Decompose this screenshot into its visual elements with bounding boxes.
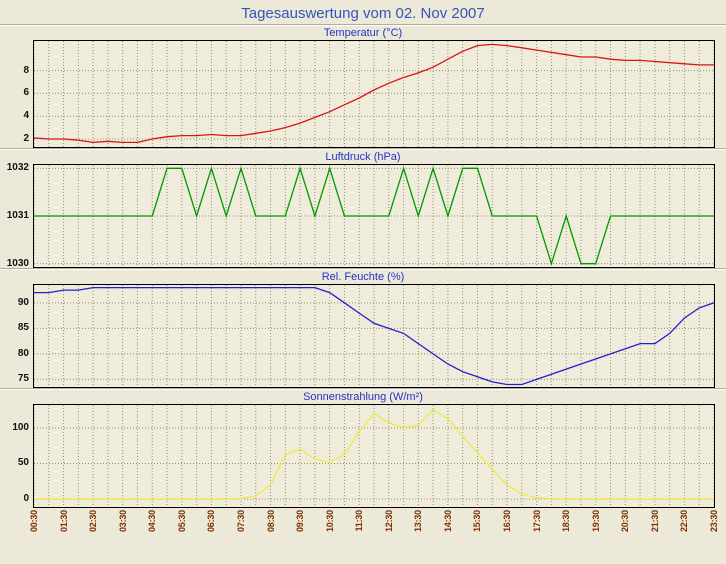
humidity-chart-row: 75 80 85 90 <box>18 284 715 388</box>
solar-radiation-chart-section: Sonnenstrahlung (W/m²) 0 50 100 <box>0 390 726 508</box>
x-axis-label: 00:30 <box>29 510 39 533</box>
separator <box>0 24 726 26</box>
data-line <box>34 43 714 144</box>
x-axis-label: 04:30 <box>147 510 158 533</box>
pressure-chart-row: 1030 1031 1032 <box>7 163 715 268</box>
solar-radiation-plot <box>33 404 715 508</box>
separator <box>0 148 726 150</box>
x-axis-label: 08:30 <box>265 510 276 533</box>
y-axis-label: 1031 <box>6 210 29 221</box>
chart-canvas <box>34 405 714 507</box>
temperature-plot <box>33 40 715 148</box>
x-axis-label: 18:30 <box>561 510 572 533</box>
temperature-chart-title: Temperatur (°C) <box>323 27 403 39</box>
solar-radiation-chart-row: 0 50 100 <box>12 404 715 508</box>
y-axis-label: 50 <box>17 457 29 469</box>
x-axis-label: 06:30 <box>206 510 217 533</box>
temperature-chart-row: 2 4 6 8 <box>23 40 715 148</box>
y-axis-label: 2 <box>23 133 29 145</box>
humidity-plot <box>33 284 715 388</box>
chart-canvas <box>34 285 714 387</box>
x-axis-label: 13:30 <box>413 510 424 533</box>
x-axis-label: 16:30 <box>502 510 513 533</box>
y-axis-label: 75 <box>17 373 29 385</box>
x-axis-labels: 00:30 01:30 02:30 03:30 04:30 05:30 06:30 07:30… <box>29 508 719 560</box>
x-axis-label: 14:30 <box>442 510 453 533</box>
y-axis-label: 80 <box>17 347 29 359</box>
x-axis-label: 01:30 <box>58 510 69 533</box>
separator <box>0 268 726 270</box>
x-axis-label: 03:30 <box>117 510 128 533</box>
y-axis-label: 85 <box>17 322 29 334</box>
x-axis-label: 21:30 <box>649 510 660 533</box>
pressure-plot <box>33 164 715 268</box>
pressure-chart-section: Luftdruck (hPa) 1030 1031 1032 <box>0 150 726 268</box>
y-axis-label: 100 <box>12 421 29 433</box>
humidity-chart-section: Rel. Feuchte (%) 75 80 85 90 <box>0 270 726 388</box>
y-axis-label: 90 <box>17 296 29 308</box>
humidity-chart-title: Rel. Feuchte (%) <box>321 271 405 283</box>
x-axis-label: 11:30 <box>354 510 365 532</box>
x-axis-label: 10:30 <box>324 510 335 533</box>
x-axis-label: 20:30 <box>620 510 631 533</box>
pressure-chart-title: Luftdruck (hPa) <box>325 151 401 163</box>
chart-canvas <box>34 165 714 267</box>
data-line <box>34 286 714 386</box>
x-axis-label: 15:30 <box>472 510 483 533</box>
x-axis-label: 09:30 <box>295 510 306 533</box>
y-axis-label: 1032 <box>6 162 29 174</box>
y-axis-label: 1030 <box>6 257 29 269</box>
x-axis-label: 19:30 <box>590 510 601 533</box>
page-title: Tagesauswertung vom 02. Nov 2007 <box>241 5 485 22</box>
chart-canvas <box>34 41 714 147</box>
x-axis-label: 05:30 <box>176 510 187 533</box>
y-axis-label: 0 <box>23 493 29 505</box>
data-line <box>34 409 714 500</box>
y-axis-label: 8 <box>23 64 29 76</box>
data-line <box>34 166 714 266</box>
temperature-chart-section: Temperatur (°C) 2 4 6 8 <box>0 26 726 148</box>
solar-radiation-chart-title: Sonnenstrahlung (W/m²) <box>303 391 423 403</box>
y-axis-label: 4 <box>23 110 29 122</box>
x-axis-label: 07:30 <box>235 510 246 533</box>
x-axis-label: 23:30 <box>709 510 719 533</box>
x-axis-label: 12:30 <box>383 510 394 533</box>
x-axis-label: 02:30 <box>88 510 99 533</box>
x-axis-label: 17:30 <box>531 510 542 533</box>
separator <box>0 388 726 390</box>
x-axis-label: 22:30 <box>679 510 690 533</box>
y-axis-label: 6 <box>23 87 29 99</box>
